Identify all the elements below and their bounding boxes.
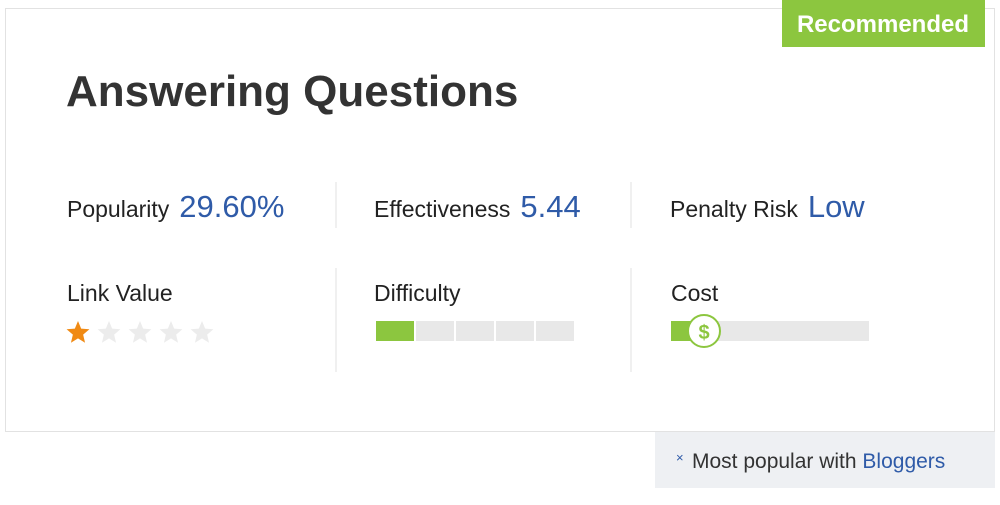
metric-label: Penalty Risk: [670, 196, 798, 222]
star: [159, 321, 183, 343]
rating-label: Difficulty: [374, 280, 461, 306]
cost-icon: $: [698, 322, 709, 344]
difficulty-segment: [536, 321, 574, 341]
difficulty-segment: [376, 321, 414, 341]
star: [128, 321, 152, 343]
star: [66, 321, 90, 343]
card-border: [5, 8, 995, 432]
difficulty-segment: [416, 321, 454, 341]
rating-label: Link Value: [67, 280, 173, 306]
footer-text: Most popular with: [692, 450, 857, 473]
metric-value: Low: [808, 189, 865, 224]
footer-bg: [655, 432, 995, 488]
cost-track: [671, 321, 869, 341]
title: Answering Questions: [66, 67, 518, 116]
footer: Most popular with Bloggers: [692, 450, 945, 473]
metric-value: 5.44: [520, 189, 580, 224]
star: [190, 321, 214, 343]
difficulty-segment: [496, 321, 534, 341]
difficulty-segment: [456, 321, 494, 341]
star: [97, 321, 121, 343]
cost-knob: [687, 314, 721, 348]
metric-label: Effectiveness: [374, 196, 510, 222]
badge-bg: [782, 0, 985, 47]
badge: Recommended: [797, 11, 969, 38]
metric-label: Popularity: [67, 196, 170, 222]
rating-label: Cost: [671, 280, 719, 306]
footer-audience: Bloggers: [862, 450, 945, 473]
metric-value: 29.60%: [179, 189, 284, 224]
footer-icon: ×: [676, 450, 684, 465]
